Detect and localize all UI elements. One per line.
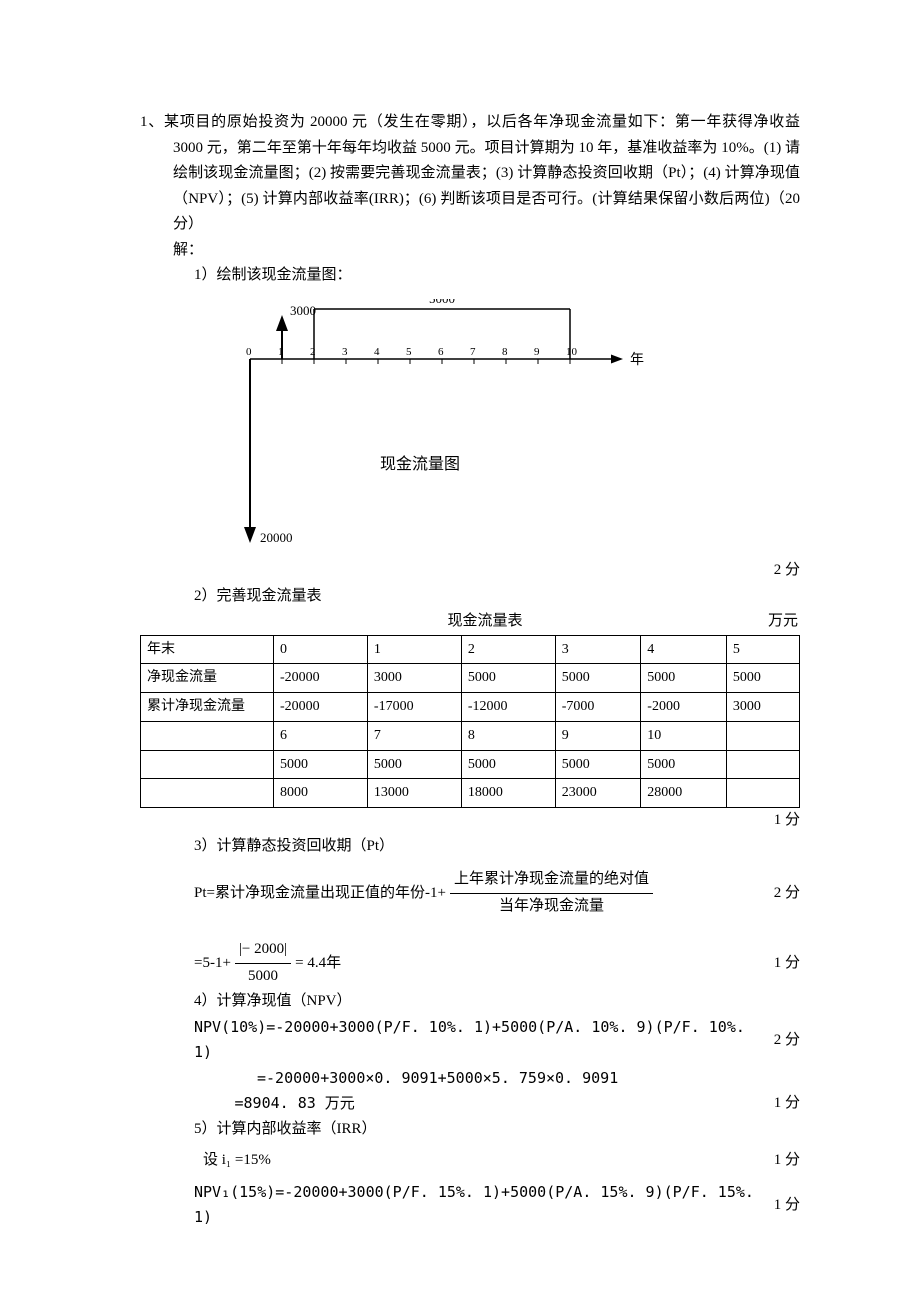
- table-cell: -7000: [555, 693, 641, 722]
- table-cell: 6: [274, 721, 368, 750]
- svg-text:年: 年: [630, 352, 644, 368]
- table-cell: [726, 721, 799, 750]
- irr-assume: 设 i₁ =15%: [140, 1148, 271, 1174]
- table-cell: 8: [461, 721, 555, 750]
- table-cell: 5: [726, 635, 799, 664]
- table-cell: 3: [555, 635, 641, 664]
- table-cell: 年末: [141, 635, 274, 664]
- part2-score: 1 分: [774, 808, 800, 834]
- table-cell: [141, 779, 274, 808]
- table-cell: 3000: [367, 664, 461, 693]
- table-cell: 5000: [726, 664, 799, 693]
- solution-label: 解：: [140, 238, 800, 264]
- table-cell: -2000: [641, 693, 727, 722]
- svg-text:8: 8: [502, 346, 508, 358]
- table-cell: 1: [367, 635, 461, 664]
- table-cell: 18000: [461, 779, 555, 808]
- table-cell: -12000: [461, 693, 555, 722]
- table-cell: 4: [641, 635, 727, 664]
- npv-line3: =8904. 83 万元: [140, 1091, 355, 1117]
- table-title: 现金流量表: [202, 609, 768, 635]
- svg-text:3: 3: [342, 346, 348, 358]
- part5-heading: 5）计算内部收益率（IRR）: [140, 1117, 800, 1143]
- svg-text:5: 5: [406, 346, 412, 358]
- table-cell: 3000: [726, 693, 799, 722]
- svg-text:6: 6: [438, 346, 444, 358]
- table-cell: -20000: [274, 693, 368, 722]
- table-cell: -17000: [367, 693, 461, 722]
- table-cell: 累计净现金流量: [141, 693, 274, 722]
- table-cell: 5000: [555, 750, 641, 779]
- table-cell: 8000: [274, 779, 368, 808]
- part4-score2: 1 分: [774, 1091, 800, 1117]
- table-cell: 5000: [274, 750, 368, 779]
- part1-score: 2 分: [774, 558, 800, 584]
- table-cell: 5000: [367, 750, 461, 779]
- table-cell: 5000: [641, 664, 727, 693]
- svg-text:7: 7: [470, 346, 476, 358]
- table-cell: 5000: [461, 750, 555, 779]
- table-cell: 5000: [555, 664, 641, 693]
- table-cell: [141, 721, 274, 750]
- part4-heading: 4）计算净现值（NPV）: [140, 989, 800, 1015]
- cashflow-table: 年末012345净现金流量-2000030005000500050005000累…: [140, 635, 800, 809]
- table-cell: 净现金流量: [141, 664, 274, 693]
- table-cell: 5000: [461, 664, 555, 693]
- part2-heading: 2）完善现金流量表: [140, 584, 800, 610]
- table-cell: 13000: [367, 779, 461, 808]
- svg-text:现金流量图: 现金流量图: [380, 455, 460, 473]
- table-unit: 万元: [768, 609, 798, 635]
- part4-score1: 2 分: [774, 1028, 800, 1054]
- part5-score2: 1 分: [774, 1193, 800, 1219]
- problem-statement: 1、某项目的原始投资为 20000 元（发生在零期），以后各年净现金流量如下：第…: [140, 110, 800, 238]
- part3-score2: 1 分: [774, 951, 800, 977]
- table-cell: 2: [461, 635, 555, 664]
- npv-line1: NPV(10%)=-20000+3000(P/F. 10%. 1)+5000(P…: [140, 1015, 762, 1066]
- table-cell: 0: [274, 635, 368, 664]
- part3-score1: 2 分: [774, 881, 800, 907]
- part1-heading: 1）绘制该现金流量图：: [140, 263, 800, 289]
- svg-text:10: 10: [566, 346, 578, 358]
- table-cell: 5000: [641, 750, 727, 779]
- table-cell: -20000: [274, 664, 368, 693]
- svg-text:5000: 5000: [429, 299, 455, 306]
- svg-text:20000: 20000: [260, 530, 293, 545]
- part5-score1: 1 分: [774, 1148, 800, 1174]
- cashflow-chart: 年0123456789103000500020000现金流量图: [220, 299, 800, 559]
- pt-calc: =5-1+ |− 2000| 5000 = 4.4年: [140, 937, 341, 989]
- table-cell: [726, 779, 799, 808]
- irr-line1: NPV₁(15%)=-20000+3000(P/F. 15%. 1)+5000(…: [140, 1180, 762, 1231]
- table-cell: [141, 750, 274, 779]
- svg-text:4: 4: [374, 346, 380, 358]
- pt-formula: Pt=累计净现金流量出现正值的年份-1+ 上年累计净现金流量的绝对值 当年净现金…: [140, 867, 657, 919]
- table-cell: 10: [641, 721, 727, 750]
- table-cell: 28000: [641, 779, 727, 808]
- svg-text:3000: 3000: [290, 303, 316, 318]
- table-cell: 7: [367, 721, 461, 750]
- table-cell: [726, 750, 799, 779]
- table-cell: 23000: [555, 779, 641, 808]
- table-cell: 9: [555, 721, 641, 750]
- npv-line2: =-20000+3000×0. 9091+5000×5. 759×0. 9091: [140, 1066, 800, 1092]
- svg-text:9: 9: [534, 346, 540, 358]
- part3-heading: 3）计算静态投资回收期（Pt）: [140, 834, 800, 860]
- svg-text:0: 0: [246, 346, 252, 358]
